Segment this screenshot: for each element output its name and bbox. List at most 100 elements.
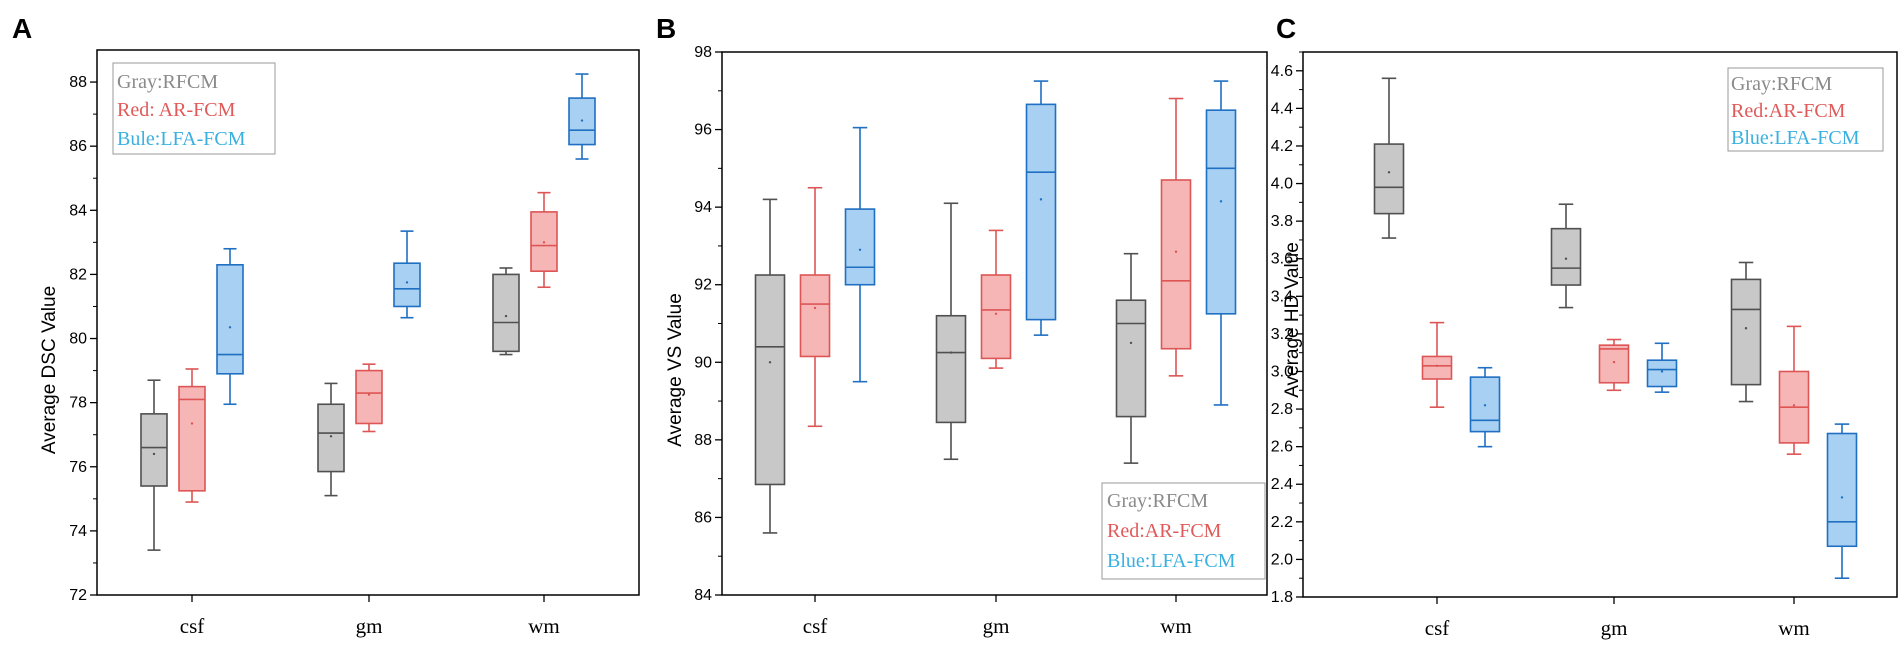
y-tick-label: 88 [694,432,712,449]
x-tick-label-wm: wm [1778,616,1810,640]
box-rfcm-gm [1550,203,1582,309]
box-ar-fcm-wm [1160,97,1192,377]
box-iqr [178,385,206,492]
box-lfa-fcm-wm [1205,80,1237,406]
panel-b-x-ticks: csf gm wm [803,595,1192,638]
mean-point [580,119,584,122]
x-tick-label-csf: csf [803,614,828,638]
y-tick-label: 3.0 [1271,363,1293,380]
panel-a-legend-rfcm: Gray:RFCM [117,71,218,93]
box-iqr [317,403,345,473]
mean-point [1387,171,1391,174]
panel-c-plot-frame [1302,51,1898,598]
mean-point [190,422,194,425]
mean-point [1792,404,1796,407]
panel-b-legend-lfa-fcm: Blue:LFA-FCM [1107,550,1236,572]
mean-point [1660,370,1664,373]
panel-a-x-ticks: csf gm wm [180,595,560,638]
y-tick-label: 1.8 [1271,589,1293,606]
box-iqr [1598,344,1630,384]
y-tick-label: 4.2 [1271,138,1293,155]
box-iqr [754,274,786,486]
box-ar-fcm-wm [530,191,558,289]
y-tick-label: 96 [694,122,712,139]
panel-a-legend-ar-fcm: Red: AR-FCM [117,99,236,121]
box-iqr [140,413,168,487]
y-tick-label: 2.2 [1271,514,1293,531]
panel-b-legend-frame [1101,482,1266,580]
x-tick-label-gm: gm [356,614,383,638]
box-iqr [1550,227,1582,286]
mean-point [1564,257,1568,260]
box-ar-fcm-csf [799,186,831,428]
box-ar-fcm-gm [980,229,1012,369]
y-tick-label: 76 [69,459,87,476]
panel-c: C Average HD Value 1.8 2.0 2.2 2.4 2.6 2.8 3.0… [1271,13,1898,640]
x-tick-label-csf: csf [1425,616,1450,640]
mean-point [1129,341,1133,345]
box-iqr [216,263,244,375]
y-tick-label: 82 [69,266,87,283]
mean-point [367,393,371,396]
box-rfcm-csf [754,198,786,534]
panel-a-y-ticks: 72 74 76 78 80 82 84 86 88 [69,74,97,604]
panel-b-legend: Gray:RFCM Red:AR-FCM Blue:LFA-FCM [1101,482,1266,580]
panel-b-letter: B [656,13,676,44]
y-tick-label: 4.6 [1271,63,1293,80]
panel-a-legend-frame [112,62,276,155]
box-iqr [980,274,1012,360]
box-rfcm-wm [492,267,520,356]
mean-point [329,435,333,438]
y-tick-label: 88 [69,74,87,91]
mean-point [1483,404,1487,407]
y-tick-label: 78 [69,395,87,412]
mean-point [1744,327,1748,330]
box-iqr [1025,103,1057,321]
panel-a-legend: Gray:RFCM Red: AR-FCM Bule:LFA-FCM [112,62,276,155]
x-tick-label-wm: wm [1160,614,1192,638]
y-tick-label: 4.0 [1271,176,1293,193]
y-tick-label: 2.8 [1271,401,1293,418]
panel-b-legend-rfcm: Gray:RFCM [1107,490,1208,512]
y-tick-label: 72 [69,587,87,604]
box-lfa-fcm-csf [216,247,244,406]
y-tick-label: 3.6 [1271,251,1293,268]
panel-c-boxes [1373,77,1858,580]
y-tick-label: 84 [69,202,87,219]
box-rfcm-csf [1373,77,1405,239]
box-iqr [1646,359,1678,388]
mean-point [504,314,508,318]
y-tick-label: 3.8 [1271,213,1293,230]
panel-c-letter: C [1276,13,1296,44]
box-lfa-fcm-wm [1826,423,1858,580]
box-iqr [1115,299,1147,418]
box-lfa-fcm-wm [568,73,596,160]
y-tick-label: 80 [69,331,87,348]
panel-a: A Average DSC Value 72 74 76 78 80 82 84 86 88 c… [12,13,640,638]
panel-a-plot-frame [96,49,640,596]
box-ar-fcm-gm [355,363,383,433]
mean-point [1612,360,1616,364]
panel-b-legend-ar-fcm: Red:AR-FCM [1107,520,1222,542]
mean-point [813,306,817,310]
panel-c-y-ticks: 1.8 2.0 2.2 2.4 2.6 2.8 3.0 3.2 3.4 3.6 3.8 4.0 4.2 4… [1271,51,1303,606]
x-tick-label-gm: gm [1601,616,1628,640]
mean-point [228,326,232,329]
y-tick-label: 2.6 [1271,439,1293,456]
mean-point [1174,250,1178,253]
box-rfcm-gm [317,382,345,497]
y-tick-label: 3.2 [1271,326,1293,343]
panel-c-legend-lfa-fcm: Blue:LFA-FCM [1731,127,1860,149]
mean-point [994,312,998,316]
mean-point [1039,198,1043,201]
box-lfa-fcm-csf [844,126,876,383]
box-iqr [1826,432,1858,548]
panel-a-y-axis-label: Average DSC Value [39,286,60,454]
box-lfa-fcm-csf [1469,366,1501,448]
box-rfcm-wm [1115,252,1147,464]
y-tick-label: 84 [694,587,712,604]
box-iqr [844,208,876,286]
panel-c-legend-rfcm: Gray:RFCM [1731,73,1832,95]
box-lfa-fcm-gm [393,230,421,319]
panel-b-y-ticks: 84 86 88 90 92 94 96 98 [694,44,722,604]
